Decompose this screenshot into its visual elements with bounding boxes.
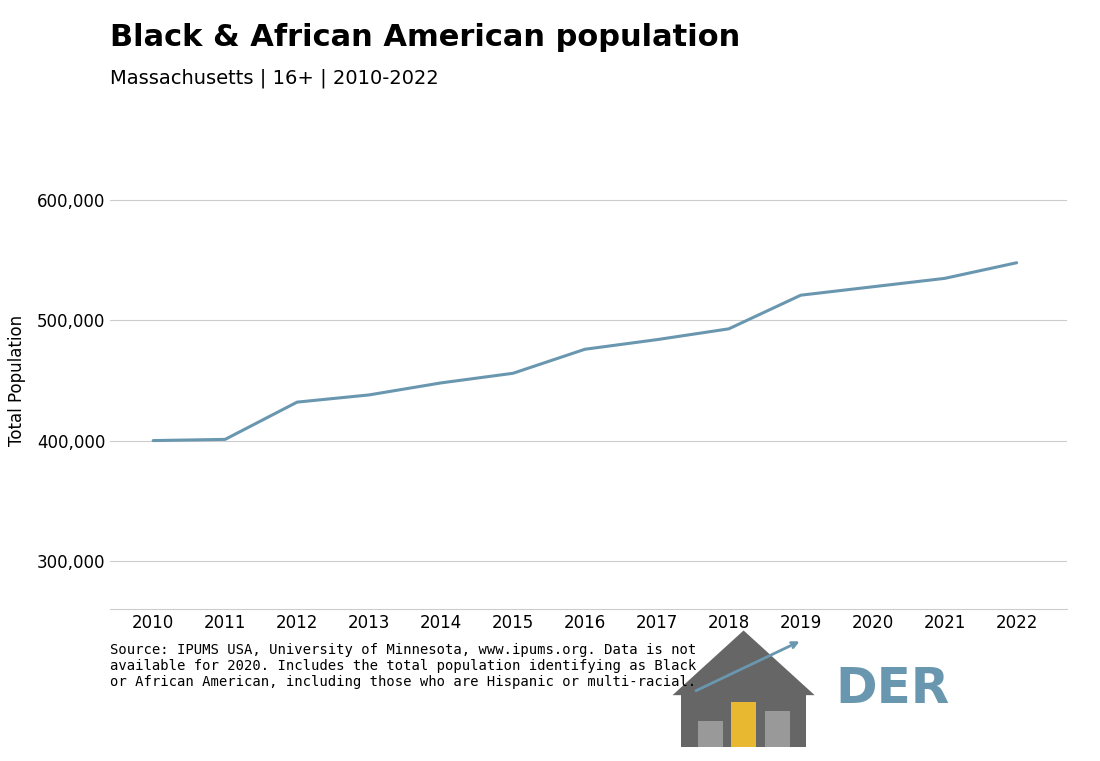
Polygon shape — [697, 721, 723, 747]
Text: Black & African American population: Black & African American population — [110, 23, 740, 52]
Polygon shape — [732, 702, 756, 747]
Polygon shape — [764, 712, 790, 747]
Y-axis label: Total Population: Total Population — [8, 315, 25, 446]
Polygon shape — [672, 630, 815, 696]
Polygon shape — [681, 696, 806, 747]
Text: Massachusetts | 16+ | 2010-2022: Massachusetts | 16+ | 2010-2022 — [110, 68, 439, 88]
Text: Source: IPUMS USA, University of Minnesota, www.ipums.org. Data is not
available: Source: IPUMS USA, University of Minneso… — [110, 643, 696, 689]
Text: DER: DER — [836, 664, 949, 713]
